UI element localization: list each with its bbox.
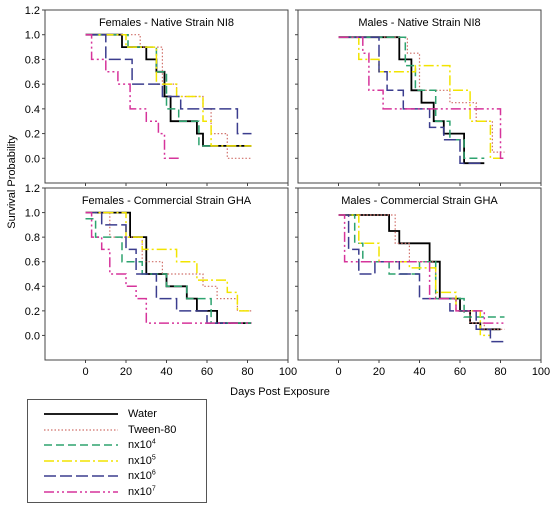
legend-item: nx105 [28,453,206,469]
series-line-nx10-7 [85,33,179,160]
panel-4: 0 20 40 60 80 100 Males - Commercial Strain GH… [295,187,550,378]
series-line-nx10-6 [338,214,505,343]
y-tick-label: 0.0 [25,330,40,342]
x-tick-label: 100 [532,366,550,378]
series-line-nx10-6 [85,33,252,135]
legend-label-text: Water [128,408,157,420]
legend-item: Tween-80 [28,422,206,438]
series-line-nx10-5 [85,211,252,312]
x-tick-label: 0 [335,366,341,378]
legend-item: Water [28,406,206,422]
series-line-water [85,33,252,147]
y-tick-label: 1.2 [25,5,40,17]
legend-label-text: Tween-80 [128,423,177,436]
x-tick-label: 40 [160,366,172,378]
legend: Water Tween-80 nx104 nx105 nx106 nx107 [27,399,207,503]
legend-swatch [44,490,118,493]
legend-swatch [44,475,118,477]
legend-label-text: nx10 [128,470,152,482]
y-tick-label: 0.6 [25,79,40,91]
series-line-nx10-6 [338,36,485,164]
legend-label-text: nx10 [128,485,152,498]
y-tick-label: 0.0 [25,153,40,165]
legend-label: nx104 [128,437,156,453]
y-tick-label: 0.2 [25,129,40,141]
x-tick-label: 80 [494,366,506,378]
panel-title: Females - Native Strain NI8 [99,17,234,29]
series-line-nx10-7 [338,214,505,324]
series-line-nx10-5 [85,33,252,147]
legend-label: Water [128,406,157,422]
legend-item: nx106 [28,468,206,484]
panel-frame [297,9,542,184]
y-tick-label: 1.0 [25,208,40,220]
legend-swatch [44,444,118,446]
series-line-water [338,214,501,331]
legend-swatch [44,428,118,431]
panel-1: 0.0 0.2 0.4 0.6 0.8 1.0 1.2 Females - Native St… [25,5,289,186]
x-tick-label: 20 [373,366,385,378]
legend-label-text: nx10 [128,454,152,467]
panel-title: Males - Native Strain NI8 [358,17,480,29]
legend-label-exponent: 4 [151,438,156,446]
series-line-nx10-4 [85,33,214,147]
legend-label-text: nx10 [128,439,152,451]
series-line-nx10-4 [338,214,505,318]
series-line-tween-80 [85,34,252,159]
x-tick-label: 0 [82,366,88,378]
legend-label: nx106 [128,468,156,484]
x-tick-label: 60 [201,366,213,378]
legend-label: Tween-80 [128,422,176,438]
figure-canvas: Survival Probability Days Post Exposure … [6,5,550,398]
series-line-nx10-7 [85,211,252,324]
legend-item: nx107 [28,484,206,500]
x-tick-label: 20 [120,366,132,378]
y-tick-label: 0.4 [25,281,40,293]
series-line-nx10-7 [338,36,505,160]
legend-label: nx105 [128,453,156,469]
legend-item: nx104 [28,437,206,453]
x-axis-title: Days Post Exposure [230,386,330,398]
y-tick-label: 0.4 [25,104,40,116]
x-tick-label: 80 [241,366,253,378]
series-line-water [85,211,252,324]
panel-title: Females - Commercial Strain GHA [82,195,252,207]
x-tick-label: 60 [454,366,466,378]
series-line-nx10-5 [338,36,505,160]
y-tick-label: 0.6 [25,257,40,269]
panel-2: Males - Native Strain NI8 [295,9,542,186]
legend-label: nx107 [128,484,156,500]
legend-label-exponent: 6 [151,469,156,477]
x-tick-label: 40 [413,366,425,378]
y-tick-label: 0.8 [25,232,40,244]
y-tick-label: 0.8 [25,54,40,66]
panel-title: Males - Commercial Strain GHA [341,195,498,207]
legend-label-exponent: 5 [151,453,156,461]
legend-label-exponent: 7 [151,484,156,492]
panel-3: 0.0 0.2 0.4 0.6 0.8 1.0 1.2 0 20 40 60 80 100 Females… [25,183,297,378]
y-tick-label: 1.0 [25,30,40,42]
y-axis-title: Survival Probability [6,135,18,229]
y-tick-label: 1.2 [25,183,40,195]
x-tick-label: 100 [279,366,297,378]
series-line-tween-80 [85,212,252,312]
series-line-nx10-4 [338,36,485,160]
y-tick-label: 0.2 [25,306,40,318]
series-line-nx10-6 [85,211,238,324]
series-line-water [338,36,485,165]
legend-swatch [44,413,118,415]
legend-swatch [44,459,118,462]
